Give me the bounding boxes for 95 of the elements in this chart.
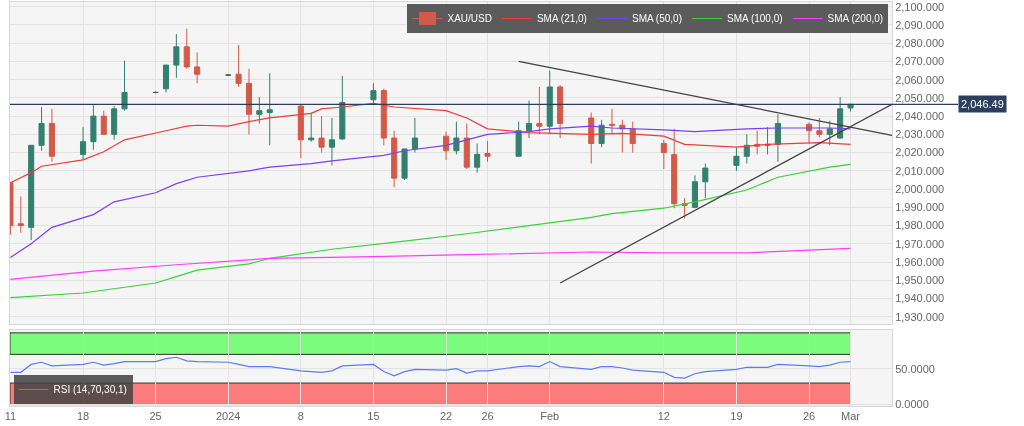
y-tick-label: 1,980.000 — [895, 219, 945, 232]
candlestick — [183, 28, 190, 70]
legend-label: SMA (50,0) — [631, 13, 682, 25]
x-tick-label: 22 — [439, 410, 453, 423]
candlestick — [391, 130, 398, 188]
y-tick-label: 2,000.000 — [895, 182, 945, 195]
y-tick-label: 2,030.000 — [895, 128, 945, 141]
y-tick-label: 1,960.000 — [895, 255, 945, 268]
candlestick — [681, 197, 688, 219]
candlestick — [557, 84, 564, 139]
candlestick — [463, 122, 470, 170]
candlestick — [370, 82, 377, 106]
y-tick-label: 2,080.000 — [895, 37, 945, 50]
legend-label: XAU/USD — [447, 13, 492, 25]
y-tick-label: 0.0000 — [895, 398, 929, 411]
candlestick — [619, 119, 626, 154]
candlestick — [90, 104, 97, 151]
candlestick — [453, 121, 460, 155]
candlestick — [235, 44, 242, 88]
candlestick — [245, 68, 253, 135]
candlestick — [17, 195, 24, 234]
candlestick — [297, 104, 304, 159]
y-tick-label: 2,060.000 — [895, 73, 945, 86]
y-tick-label: 2,090.000 — [895, 18, 945, 31]
candlestick — [328, 117, 335, 166]
ref-line-label: 2,046.49 — [961, 98, 1004, 110]
candlestick — [691, 174, 698, 209]
y-tick-label: 1,950.000 — [895, 274, 945, 287]
line-series — [10, 163, 852, 299]
y-tick-label: 2,020.000 — [895, 146, 945, 159]
y-tick-label: 1,930.000 — [895, 310, 945, 323]
y-tick-label: 2,040.000 — [895, 109, 945, 122]
candlestick — [318, 115, 325, 154]
candlestick — [515, 121, 522, 157]
line-series — [10, 247, 852, 280]
candlestick — [608, 108, 616, 135]
candlestick — [536, 86, 543, 135]
candlestick — [816, 117, 823, 138]
candlestick — [474, 142, 481, 174]
candlestick — [111, 105, 118, 141]
x-tick-label: 2024 — [215, 410, 241, 423]
x-tick-label: 25 — [149, 410, 162, 423]
legend-label: SMA (200,0) — [827, 13, 884, 25]
y-tick-label: 2,010.000 — [895, 164, 945, 177]
candlestick — [733, 146, 740, 172]
y-tick-label: 2,050.000 — [895, 91, 945, 104]
y-tick-label: 2,100.000 — [895, 0, 945, 13]
candlestick — [484, 140, 491, 163]
candlestick — [266, 72, 273, 146]
candlestick — [401, 148, 408, 181]
candlestick — [121, 60, 128, 112]
candlestick — [38, 106, 45, 152]
line-series — [10, 125, 852, 259]
legend-label: SMA (100,0) — [726, 13, 783, 25]
x-tick-label: 11 — [4, 410, 17, 423]
candlestick — [660, 139, 667, 170]
legend-label: SMA (21,0) — [536, 13, 587, 25]
x-tick-label: 18 — [76, 410, 90, 423]
candlestick — [339, 75, 346, 141]
line-series — [10, 102, 852, 184]
candlestick — [588, 111, 595, 165]
x-tick-label: 8 — [297, 410, 304, 423]
x-tick-label: 26 — [481, 410, 494, 423]
candlestick — [629, 121, 636, 154]
y-tick-label: 1,990.000 — [895, 201, 945, 214]
candlestick — [79, 126, 87, 161]
candlestick — [671, 128, 678, 209]
y-tick-label: 1,940.000 — [895, 292, 945, 305]
candlestick — [100, 110, 107, 135]
x-tick-label: Mar — [841, 410, 861, 423]
candlestick — [48, 108, 55, 163]
x-tick-label: 26 — [802, 410, 816, 423]
y-tick-label: 1,970.000 — [895, 237, 945, 250]
candlestick — [411, 117, 418, 154]
x-tick-label: 19 — [730, 410, 743, 423]
y-tick-label: 50.0000 — [895, 362, 935, 375]
y-tick-label: 2,070.000 — [895, 55, 945, 68]
candlestick — [826, 120, 833, 146]
candlestick — [162, 64, 170, 93]
x-tick-label: Feb — [540, 410, 560, 423]
candlestick — [308, 111, 315, 143]
x-tick-label: 15 — [367, 410, 380, 423]
x-tick-label: 12 — [657, 410, 670, 423]
candlestick — [173, 33, 180, 79]
candlestick — [256, 96, 263, 124]
candlestick — [28, 144, 35, 241]
candlestick — [194, 51, 201, 84]
legend-label: RSI (14,70,30,1) — [53, 384, 127, 396]
candlestick — [546, 70, 553, 135]
candlestick — [380, 88, 387, 146]
line-series — [10, 356, 852, 379]
candlestick — [743, 133, 750, 165]
candlestick — [525, 100, 533, 139]
candlestick — [442, 131, 450, 161]
candlestick — [702, 163, 709, 199]
